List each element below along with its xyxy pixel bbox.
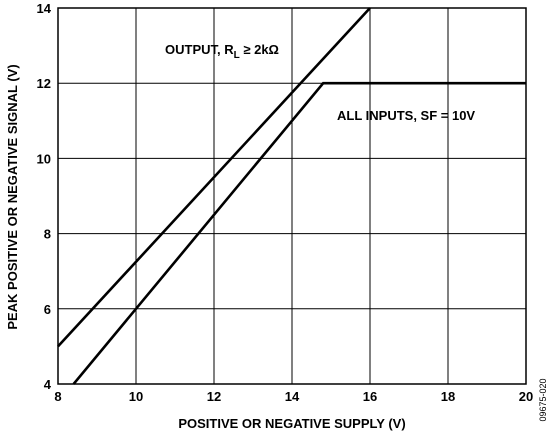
y-tick-label: 14: [37, 1, 52, 16]
x-tick-label: 14: [285, 389, 300, 404]
x-tick-label: 20: [519, 389, 533, 404]
annotation-output-subscript: L: [234, 50, 240, 61]
annotation-inputs: ALL INPUTS, SF = 10V: [337, 108, 475, 123]
x-tick-label: 16: [363, 389, 377, 404]
x-tick-label: 12: [207, 389, 221, 404]
y-tick-label: 4: [44, 377, 52, 392]
plot-frame: [57, 7, 527, 385]
x-tick-label: 10: [129, 389, 143, 404]
y-tick-labels: 4 6 8 10 12 14: [37, 1, 52, 392]
y-axis-title: PEAK POSITIVE OR NEGATIVE SIGNAL (V): [5, 64, 20, 329]
annotation-output-suffix: ≥ 2kΩ: [240, 42, 279, 57]
y-tick-label: 8: [44, 227, 51, 242]
x-axis-title: POSITIVE OR NEGATIVE SUPPLY (V): [178, 416, 405, 431]
figure-id: 09675-020: [538, 378, 548, 421]
series-line-output: [57, 7, 371, 348]
series-lines: [57, 7, 526, 385]
y-tick-label: 10: [37, 151, 51, 166]
x-tick-label: 18: [441, 389, 455, 404]
x-tick-label: 8: [54, 389, 61, 404]
x-tick-labels: 8 10 12 14 16 18 20: [54, 389, 533, 404]
annotation-output: OUTPUT, RL ≥ 2kΩ: [165, 42, 279, 61]
annotation-output-prefix: OUTPUT, R: [165, 42, 234, 57]
grid: [58, 8, 526, 384]
y-tick-label: 12: [37, 76, 51, 91]
y-tick-label: 6: [44, 302, 51, 317]
series-line-all-inputs: [72, 81, 526, 385]
